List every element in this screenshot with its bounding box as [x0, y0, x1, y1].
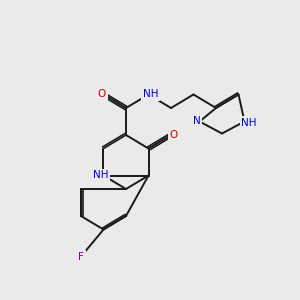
Text: O: O: [170, 130, 178, 140]
Text: O: O: [98, 89, 106, 100]
Text: N: N: [193, 116, 200, 127]
Text: NH: NH: [241, 118, 257, 128]
Text: NH: NH: [143, 89, 159, 100]
Text: NH: NH: [93, 170, 108, 181]
Text: F: F: [78, 251, 84, 262]
